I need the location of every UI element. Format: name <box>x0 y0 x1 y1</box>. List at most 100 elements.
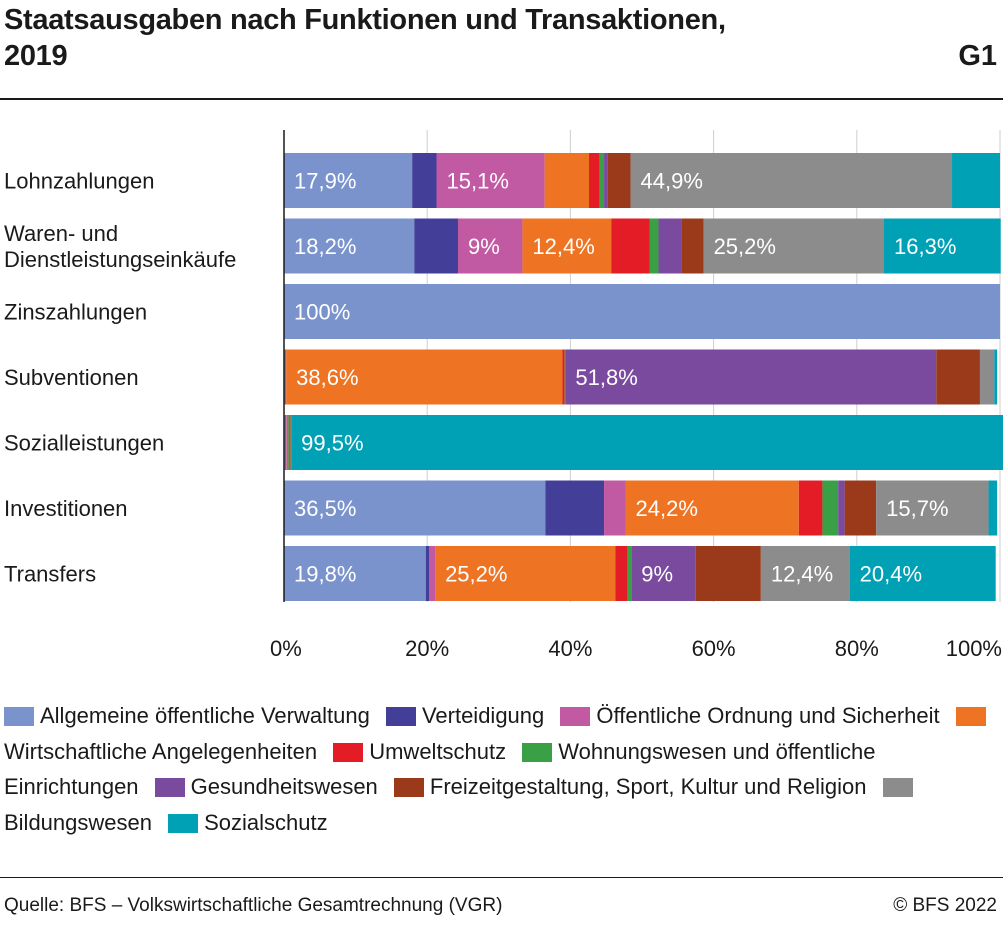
bar-segment <box>284 218 415 274</box>
legend-swatch <box>4 707 34 726</box>
bar-value-label: 99,5% <box>301 431 363 456</box>
legend-item: Bildungswesen <box>4 774 919 835</box>
legend-item: Verteidigung <box>385 703 544 728</box>
category-label: Dienstleistungseinkäufe <box>4 247 236 272</box>
bar-segment <box>625 480 799 536</box>
bar-segment <box>284 546 426 601</box>
legend-swatch <box>333 742 364 762</box>
bar-segment <box>844 480 877 536</box>
bar-value-label: 24,2% <box>636 496 698 521</box>
chart-title-line2: 2019 <box>4 40 68 72</box>
category-label: Lohnzahlungen <box>4 169 154 194</box>
bar-segment <box>290 415 292 470</box>
bar-segment <box>611 218 650 274</box>
bar-segment <box>979 349 995 405</box>
bar-value-label: 100% <box>294 300 350 325</box>
bar-segment <box>284 153 413 208</box>
header-divider <box>0 98 1003 100</box>
bar-segment <box>285 349 287 405</box>
legend-item: Wohnungswesen und öffentliche Einrichtun… <box>4 739 875 800</box>
x-tick-label: 20% <box>405 636 449 661</box>
bar-segment <box>630 153 953 208</box>
legend-item: Gesundheitswesen <box>154 774 378 799</box>
chart-code: G1 <box>958 40 997 72</box>
legend-item: Wirtschaftliche Angelegenheiten <box>4 703 992 764</box>
category-label: Sozialleistungen <box>4 431 164 456</box>
legend-swatch <box>522 742 553 762</box>
bar-segment <box>564 349 566 405</box>
legend-item: Umweltschutz <box>333 739 506 764</box>
bar-segment <box>589 153 600 208</box>
bar-value-label: 12,4% <box>532 234 594 259</box>
legend-label: Bildungswesen <box>4 809 152 835</box>
bar-segment <box>649 218 659 274</box>
bar-segment <box>457 218 523 274</box>
category-label: Subventionen <box>4 365 139 390</box>
bar-value-label: 51,8% <box>575 365 637 390</box>
bar-value-label: 15,1% <box>447 169 509 194</box>
bar-segment <box>695 546 761 601</box>
bar-value-label: 38,6% <box>296 365 358 390</box>
bar-segment <box>988 480 998 536</box>
legend-swatch <box>560 707 591 726</box>
legend-label: Öffentliche Ordnung und Sicherheit <box>596 703 940 728</box>
bar-segment <box>936 349 980 405</box>
bar-segment <box>436 153 545 208</box>
legend-swatch <box>955 707 986 726</box>
bar-segment <box>291 415 1003 470</box>
bar-value-label: 44,9% <box>641 169 703 194</box>
bar-value-label: 9% <box>468 234 500 259</box>
legend-label: Wohnungswesen und öffentliche Einrichtun… <box>4 738 876 800</box>
bar-segment <box>565 349 937 405</box>
bar-value-label: 20,4% <box>860 562 922 587</box>
footer-divider <box>0 877 1003 878</box>
bar-segment <box>287 415 289 470</box>
bar-segment <box>604 153 608 208</box>
bar-segment <box>658 218 682 274</box>
bar-segment <box>599 153 605 208</box>
bar-value-label: 17,9% <box>294 169 356 194</box>
bar-value-label: 16,3% <box>894 234 956 259</box>
bar-segment <box>429 546 436 601</box>
bar-value-label: 15,7% <box>886 496 948 521</box>
bar-segment <box>884 218 1001 274</box>
bar-segment <box>849 546 996 601</box>
legend-swatch <box>393 778 424 797</box>
bar-segment <box>994 349 998 405</box>
bar-segment <box>435 546 616 601</box>
legend-item: Öffentliche Ordnung und Sicherheit <box>560 703 940 728</box>
bar-segment <box>798 480 823 536</box>
bar-segment <box>952 153 1000 208</box>
bar-segment <box>288 415 290 470</box>
copyright-note: © BFS 2022 <box>893 895 997 916</box>
bar-value-label: 25,2% <box>445 562 507 587</box>
legend-label: Sozialschutz <box>204 809 328 835</box>
legend-item: Freizeitgestaltung, Sport, Kultur und Re… <box>393 774 867 799</box>
legend-swatch <box>154 778 185 797</box>
source-note: Quelle: BFS – Volkswirtschaftliche Gesam… <box>4 895 503 916</box>
bar-segment <box>285 415 287 470</box>
category-label: Zinszahlungen <box>4 300 147 325</box>
bar-segment <box>414 218 458 274</box>
bar-value-label: 12,4% <box>771 562 833 587</box>
bar-value-label: 9% <box>641 562 673 587</box>
bar-segment <box>522 218 612 274</box>
bar-segment <box>544 153 590 208</box>
bar-value-label: 19,8% <box>294 562 356 587</box>
legend-swatch <box>385 707 416 726</box>
bar-segment <box>289 415 290 470</box>
bar-segment <box>562 349 565 405</box>
x-tick-label: 0% <box>270 636 302 661</box>
bar-segment <box>615 546 628 601</box>
bar-segment <box>425 546 430 601</box>
legend-label: Freizeitgestaltung, Sport, Kultur und Re… <box>429 774 867 799</box>
bar-segment <box>284 284 1000 339</box>
bar-segment <box>284 349 286 405</box>
bar-segment <box>286 415 287 470</box>
bar-segment <box>876 480 989 536</box>
bar-segment <box>286 349 563 405</box>
stacked-bar-chart: 17,9% 15,1% 44,9% 18,2% 9% 12,4% 25,2% 16,3% 100… <box>4 130 1003 661</box>
bar-segment <box>604 480 626 536</box>
legend-item: Allgemeine öffentliche Verwaltung <box>4 703 370 728</box>
x-tick-label: 60% <box>692 636 736 661</box>
